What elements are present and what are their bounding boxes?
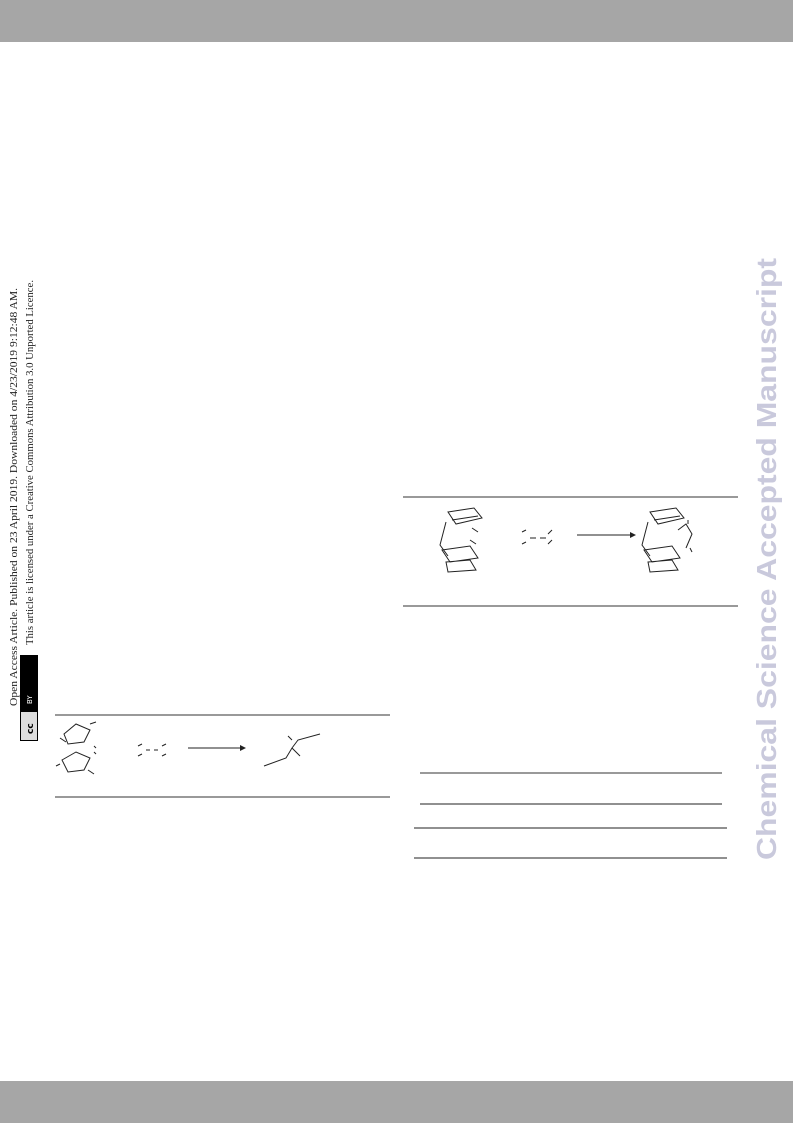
sidebar-line1: Open Access Article. Published on 23 Apr… — [9, 288, 20, 706]
license-badge: cc BY — [20, 655, 38, 741]
header-bar — [0, 0, 793, 42]
badge-by: BY — [26, 695, 34, 704]
badge-cc: cc — [26, 723, 36, 734]
table-rules — [414, 772, 727, 859]
footer-bar — [0, 1081, 793, 1123]
scheme-top — [403, 496, 738, 607]
scheme-bottom — [55, 714, 390, 798]
sidebar-line2: This article is licensed under a Creativ… — [25, 280, 36, 645]
watermark: Chemical Science Accepted Manuscript — [751, 258, 782, 860]
